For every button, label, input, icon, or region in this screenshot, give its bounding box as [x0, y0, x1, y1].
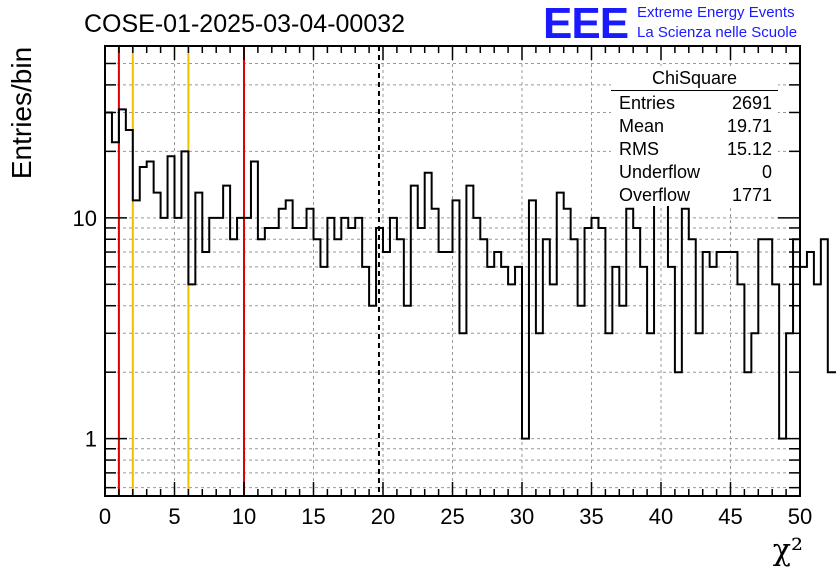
x-tick-label: 5 [168, 504, 180, 529]
x-tick-label: 25 [440, 504, 464, 529]
y-axis-label: Entries/bin [6, 46, 37, 180]
stat-label: Overflow [619, 185, 691, 205]
logo-tagline-2: La Scienza nelle Scuole [637, 24, 798, 41]
x-tick-label: 45 [718, 504, 742, 529]
stat-value: 0 [761, 162, 772, 182]
x-tick-labels: 0 5 10 15 20 25 30 35 40 45 50 [99, 504, 812, 529]
axis-ticks [104, 46, 801, 496]
x-tick-label: 50 [788, 504, 812, 529]
eee-logo: EEE [543, 0, 629, 48]
y-tick-label: 10 [73, 206, 97, 231]
x-tick-label: 20 [371, 504, 395, 529]
x-tick-label: 10 [232, 504, 256, 529]
stats-box: ChiSquare Entries 2691 Mean 19.71 RMS 15… [611, 66, 778, 206]
stat-label: Underflow [619, 162, 701, 182]
stat-row-rms: RMS 15.12 [619, 139, 772, 162]
x-axis-label: χ² [772, 533, 803, 568]
stats-divider [611, 90, 778, 91]
x-tick-label: 40 [649, 504, 673, 529]
y-tick-label: 1 [85, 427, 97, 452]
stat-value: 15.12 [726, 139, 772, 159]
stat-value: 19.71 [726, 116, 772, 136]
stat-row-mean: Mean 19.71 [619, 116, 772, 139]
reference-lines [117, 46, 380, 496]
chart-title: COSE-01-2025-03-04-00032 [84, 10, 406, 38]
stat-label: Entries [619, 93, 676, 113]
y-tick-labels: 1 10 [73, 206, 97, 452]
x-tick-label: 15 [301, 504, 325, 529]
stat-value: 2691 [731, 93, 772, 113]
stat-row-overflow: Overflow 1771 [619, 185, 772, 208]
stat-label: Mean [619, 116, 665, 136]
stat-label: RMS [619, 139, 659, 159]
x-tick-label: 0 [99, 504, 111, 529]
stat-row-underflow: Underflow 0 [619, 162, 772, 185]
stat-value: 1771 [731, 185, 772, 205]
x-tick-label: 30 [510, 504, 534, 529]
logo-tagline-1: Extreme Energy Events [637, 4, 795, 21]
stats-title: ChiSquare [651, 68, 738, 88]
x-tick-label: 35 [579, 504, 603, 529]
stat-row-entries: Entries 2691 [619, 93, 772, 116]
histogram-series [105, 108, 836, 440]
